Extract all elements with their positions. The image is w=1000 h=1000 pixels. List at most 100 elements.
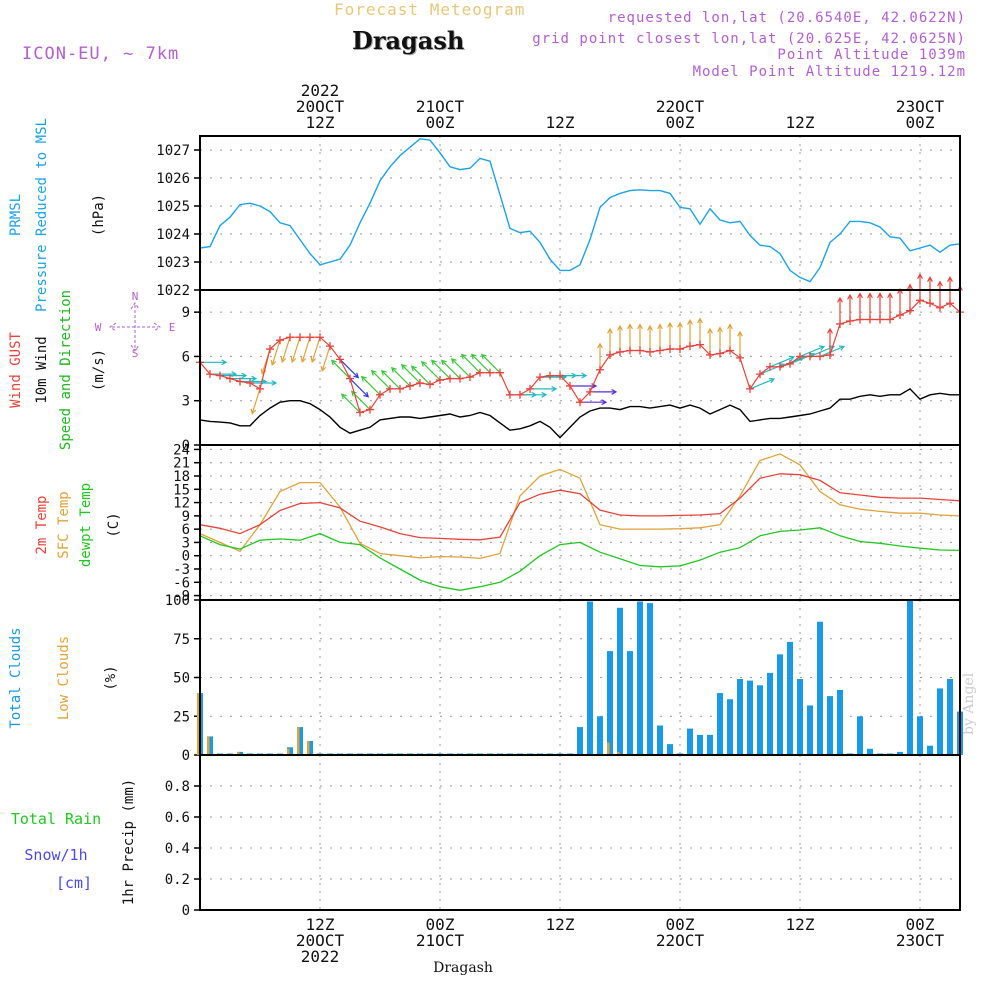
total-cloud-bar <box>827 696 833 755</box>
gust-marker <box>486 368 494 377</box>
wind-direction-arrow <box>310 337 321 364</box>
y-tick-label: 1023 <box>156 255 190 271</box>
wind-direction-arrow <box>250 380 278 386</box>
gust-marker <box>256 384 264 393</box>
y-tick-label: 0.8 <box>165 779 190 795</box>
bottom-time-label: 00Z <box>426 915 455 934</box>
compass-w: W <box>95 321 102 334</box>
top-time-label: 20OCT <box>296 97 345 116</box>
wind-direction-arrow <box>370 369 391 390</box>
gust-marker <box>616 348 624 356</box>
grid-coords: grid point closest lon,lat (20.625E, 42.… <box>532 31 966 47</box>
wind-direction-arrow <box>560 372 588 379</box>
gust-marker <box>736 353 744 362</box>
wind-direction-arrow <box>847 293 853 321</box>
gust-marker <box>586 387 594 396</box>
y-tick-label: 0 <box>182 903 190 919</box>
y-tick-label: 0 <box>182 748 190 764</box>
gust-marker <box>606 350 614 359</box>
pressure-msl-label: Pressure Reduced to MSL <box>34 118 50 312</box>
wind-direction-arrow <box>877 292 883 320</box>
y-tick-label: 75 <box>173 632 190 648</box>
gust-marker <box>286 333 294 342</box>
wind-direction-arrow <box>380 369 401 390</box>
y-tick-label: 3 <box>182 535 190 551</box>
bottom-time-label: 22OCT <box>656 931 705 950</box>
total-cloud-bar <box>657 725 663 755</box>
total-cloud-bar <box>837 689 843 755</box>
wind-direction-arrow <box>617 324 623 352</box>
t2m-label: 2m Temp <box>34 495 50 554</box>
top-time-label: 00Z <box>906 113 935 132</box>
total-cloud-bar <box>777 654 783 756</box>
prmsl-line <box>199 138 961 283</box>
total-cloud-bar <box>737 679 743 755</box>
y-tick-label: 9 <box>182 509 190 525</box>
y-tick-label: 12 <box>173 496 190 512</box>
wind-direction-arrow <box>580 399 608 406</box>
panel-border <box>199 444 961 601</box>
panel-frame <box>199 754 961 911</box>
panel-frame <box>199 444 961 601</box>
y-tick-label: 0 <box>182 438 190 454</box>
total-cloud-bar <box>297 727 303 755</box>
gust-marker <box>646 348 654 356</box>
panel-temperature <box>194 444 961 601</box>
wind-direction-arrow <box>627 323 633 351</box>
wind-direction-arrow <box>270 340 281 367</box>
wind-gust-label: Wind GUST <box>8 332 24 408</box>
wind-direction-arrow <box>250 388 261 415</box>
wind-direction-arrow <box>867 292 873 320</box>
total-cloud-bar <box>757 685 763 756</box>
requested-coords: requested lon,lat (20.6540E, 42.0622N) <box>607 10 966 26</box>
wind-direction-arrow <box>340 393 361 413</box>
wind-direction-arrow <box>400 363 421 384</box>
gust-marker <box>266 345 274 354</box>
y-tick-label: 1026 <box>156 171 190 187</box>
y-tick-label: 24 <box>173 442 190 458</box>
total-cloud-bar <box>597 716 603 756</box>
sfc-temp-line <box>199 453 961 560</box>
gust-marker <box>656 346 664 355</box>
wind-direction-arrow <box>470 353 491 374</box>
y-tick-label: 3 <box>182 394 190 410</box>
gust-marker <box>446 374 454 383</box>
y-tick-label: 1022 <box>156 283 190 299</box>
gust-marker <box>786 359 794 368</box>
bottom-time-label: 12Z <box>546 915 575 934</box>
gust-marker <box>746 384 754 393</box>
wind-direction-arrow <box>857 292 863 320</box>
gust-marker <box>896 311 904 320</box>
wind-direction-arrow <box>697 317 703 345</box>
total-cloud-bar <box>947 679 953 755</box>
low-cloud-bar <box>307 741 310 755</box>
wind-unit-label: (m/s) <box>91 349 107 391</box>
gust-marker <box>696 340 704 349</box>
wind-speed-direction-label: Speed and Direction <box>58 290 74 450</box>
wind-direction-arrow <box>349 378 370 398</box>
gust-marker <box>566 381 574 390</box>
wind-direction-arrow <box>410 365 431 385</box>
gust-marker <box>246 379 254 387</box>
wind-direction-arrow <box>420 360 441 381</box>
gust-marker <box>756 370 764 379</box>
y-tick-label: 0.6 <box>165 810 190 826</box>
total-cloud-bar <box>647 603 653 755</box>
temp-unit-label: (C) <box>106 512 122 537</box>
gust-marker <box>626 346 634 355</box>
low-cloud-bar <box>197 693 200 755</box>
gust-marker <box>826 350 834 359</box>
wind-10m-line <box>199 388 960 439</box>
gust-marker <box>516 390 524 399</box>
total-cloud-bar <box>577 727 583 755</box>
bottom-time-label: 12Z <box>786 915 815 934</box>
gust-marker <box>306 333 314 342</box>
low-clouds-label: Low Clouds <box>56 636 72 720</box>
wind-direction-arrow <box>819 345 846 357</box>
top-time-label: 00Z <box>666 113 695 132</box>
gust-marker <box>456 374 464 383</box>
gust-marker <box>206 370 214 379</box>
y-tick-label: -6 <box>173 575 190 591</box>
total-cloud-bar <box>587 601 593 755</box>
compass-e: E <box>169 321 176 334</box>
